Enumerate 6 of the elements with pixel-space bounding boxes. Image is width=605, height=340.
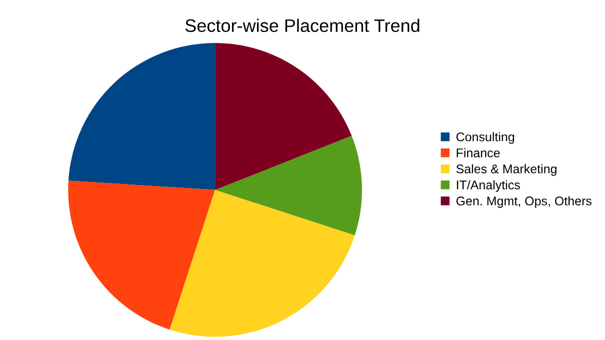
legend-label: Finance: [456, 148, 500, 158]
legend-label: Consulting: [456, 132, 514, 144]
legend-label: Gen. Mgmt, Ops, Others: [456, 196, 592, 208]
legend-label: IT/Analytics: [456, 180, 520, 192]
legend-label: Sales & Marketing: [456, 164, 556, 176]
chart-title: Sector-wise Placement Trend: [185, 18, 420, 32]
